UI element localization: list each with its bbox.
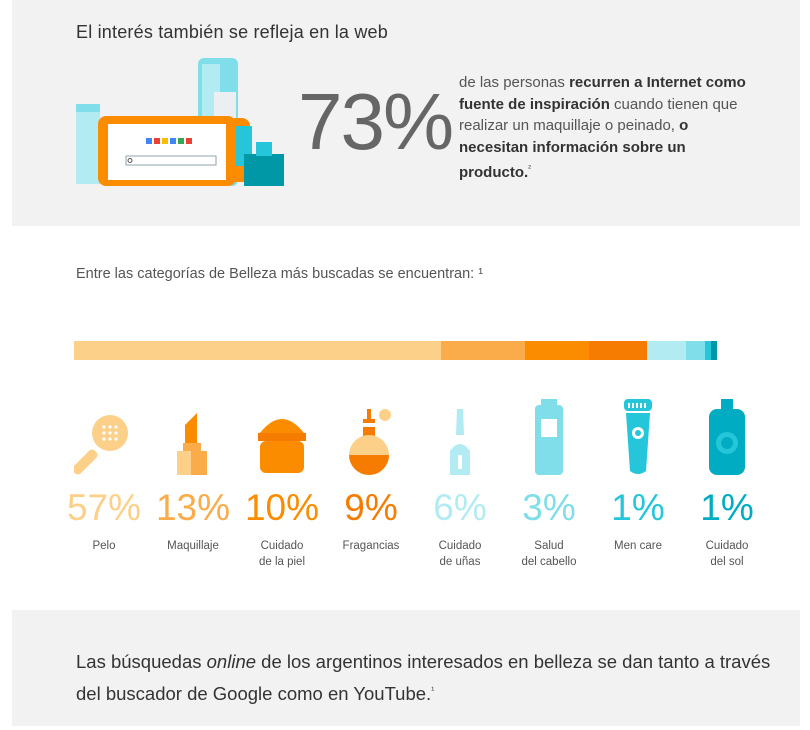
category-label: Cuidado de uñas — [438, 540, 482, 568]
categories-intro: Entre las categorías de Belleza más busc… — [76, 266, 484, 282]
category-percent: 10% — [244, 487, 320, 528]
category-item: 9% Fragancias — [327, 395, 415, 554]
category-item: 3% Salud del cabello — [505, 395, 593, 570]
desc-part-1: de las personas — [459, 74, 570, 91]
nail-polish-icon — [416, 395, 504, 475]
category-label: Fragancias — [342, 540, 400, 552]
share-bar-segment — [711, 341, 717, 360]
category-item: 6% Cuidado de uñas — [416, 395, 504, 570]
share-bar-segment — [705, 341, 711, 360]
category-percent: 57% — [66, 487, 142, 528]
big-percentage: 73% — [298, 77, 454, 166]
share-bar-segment — [441, 341, 525, 360]
lipstick-icon — [149, 395, 237, 475]
categories-row: 57% Pelo 13% Maquillaje 10% Cuidado de la pie… — [60, 395, 754, 585]
cream-jar-icon — [238, 395, 326, 475]
desc-part-4: o necesitan información sobre un product… — [459, 117, 689, 181]
desc-part-2: recurren a Internet como fuente de inspi… — [459, 74, 746, 113]
category-percent: 1% — [700, 487, 754, 528]
shaver-icon — [594, 395, 682, 475]
section-title: El interés también se refleja en la web — [76, 22, 388, 42]
share-bar-segment — [74, 341, 441, 360]
category-percent: 13% — [155, 487, 231, 528]
devices-illustration — [76, 58, 284, 186]
category-label: Cuidado del sol — [705, 540, 749, 568]
desc-part-3: cuando tienen que realizar un maquillaje… — [459, 95, 738, 135]
footer-part-3: de los argentinos interesados en belleza… — [76, 651, 771, 705]
category-label: Salud del cabello — [521, 540, 577, 568]
footer-part-2: online — [206, 651, 257, 672]
category-percent: 9% — [344, 487, 398, 528]
category-item: 13% Maquillaje — [149, 395, 237, 554]
footer-part-1: Las búsquedas — [76, 651, 207, 672]
category-item: 1% Cuidado del sol — [683, 395, 771, 570]
bottom-panel: Las búsquedas online de los argentinos i… — [12, 610, 800, 726]
share-bar-segment — [589, 341, 647, 360]
sunscreen-icon — [683, 395, 771, 475]
category-percent: 3% — [522, 487, 576, 528]
category-label: Men care — [614, 540, 662, 552]
footer-text: Las búsquedas online de los argentinos i… — [76, 648, 776, 708]
category-label: Maquillaje — [167, 540, 219, 552]
perfume-icon — [327, 395, 415, 475]
category-label: Cuidado de la piel — [258, 540, 306, 568]
shampoo-bottle-icon — [505, 395, 593, 475]
category-item: 57% Pelo — [60, 395, 148, 554]
footnote-mark: ² — [528, 163, 532, 173]
share-bar-segment — [686, 341, 705, 360]
category-percent: 1% — [611, 487, 665, 528]
category-item: 10% Cuidado de la piel — [238, 395, 326, 570]
description: de las personas recurren a Internet como… — [459, 72, 759, 184]
share-bar — [74, 341, 717, 360]
hairbrush-icon — [60, 395, 148, 475]
share-bar-segment — [647, 341, 686, 360]
share-bar-segment — [525, 341, 589, 360]
category-item: 1% Men care — [594, 395, 682, 554]
footer-footnote: ¹ — [431, 685, 435, 695]
category-label: Pelo — [92, 540, 116, 552]
category-percent: 6% — [433, 487, 487, 528]
top-panel: El interés también se refleja en la web … — [12, 0, 800, 226]
